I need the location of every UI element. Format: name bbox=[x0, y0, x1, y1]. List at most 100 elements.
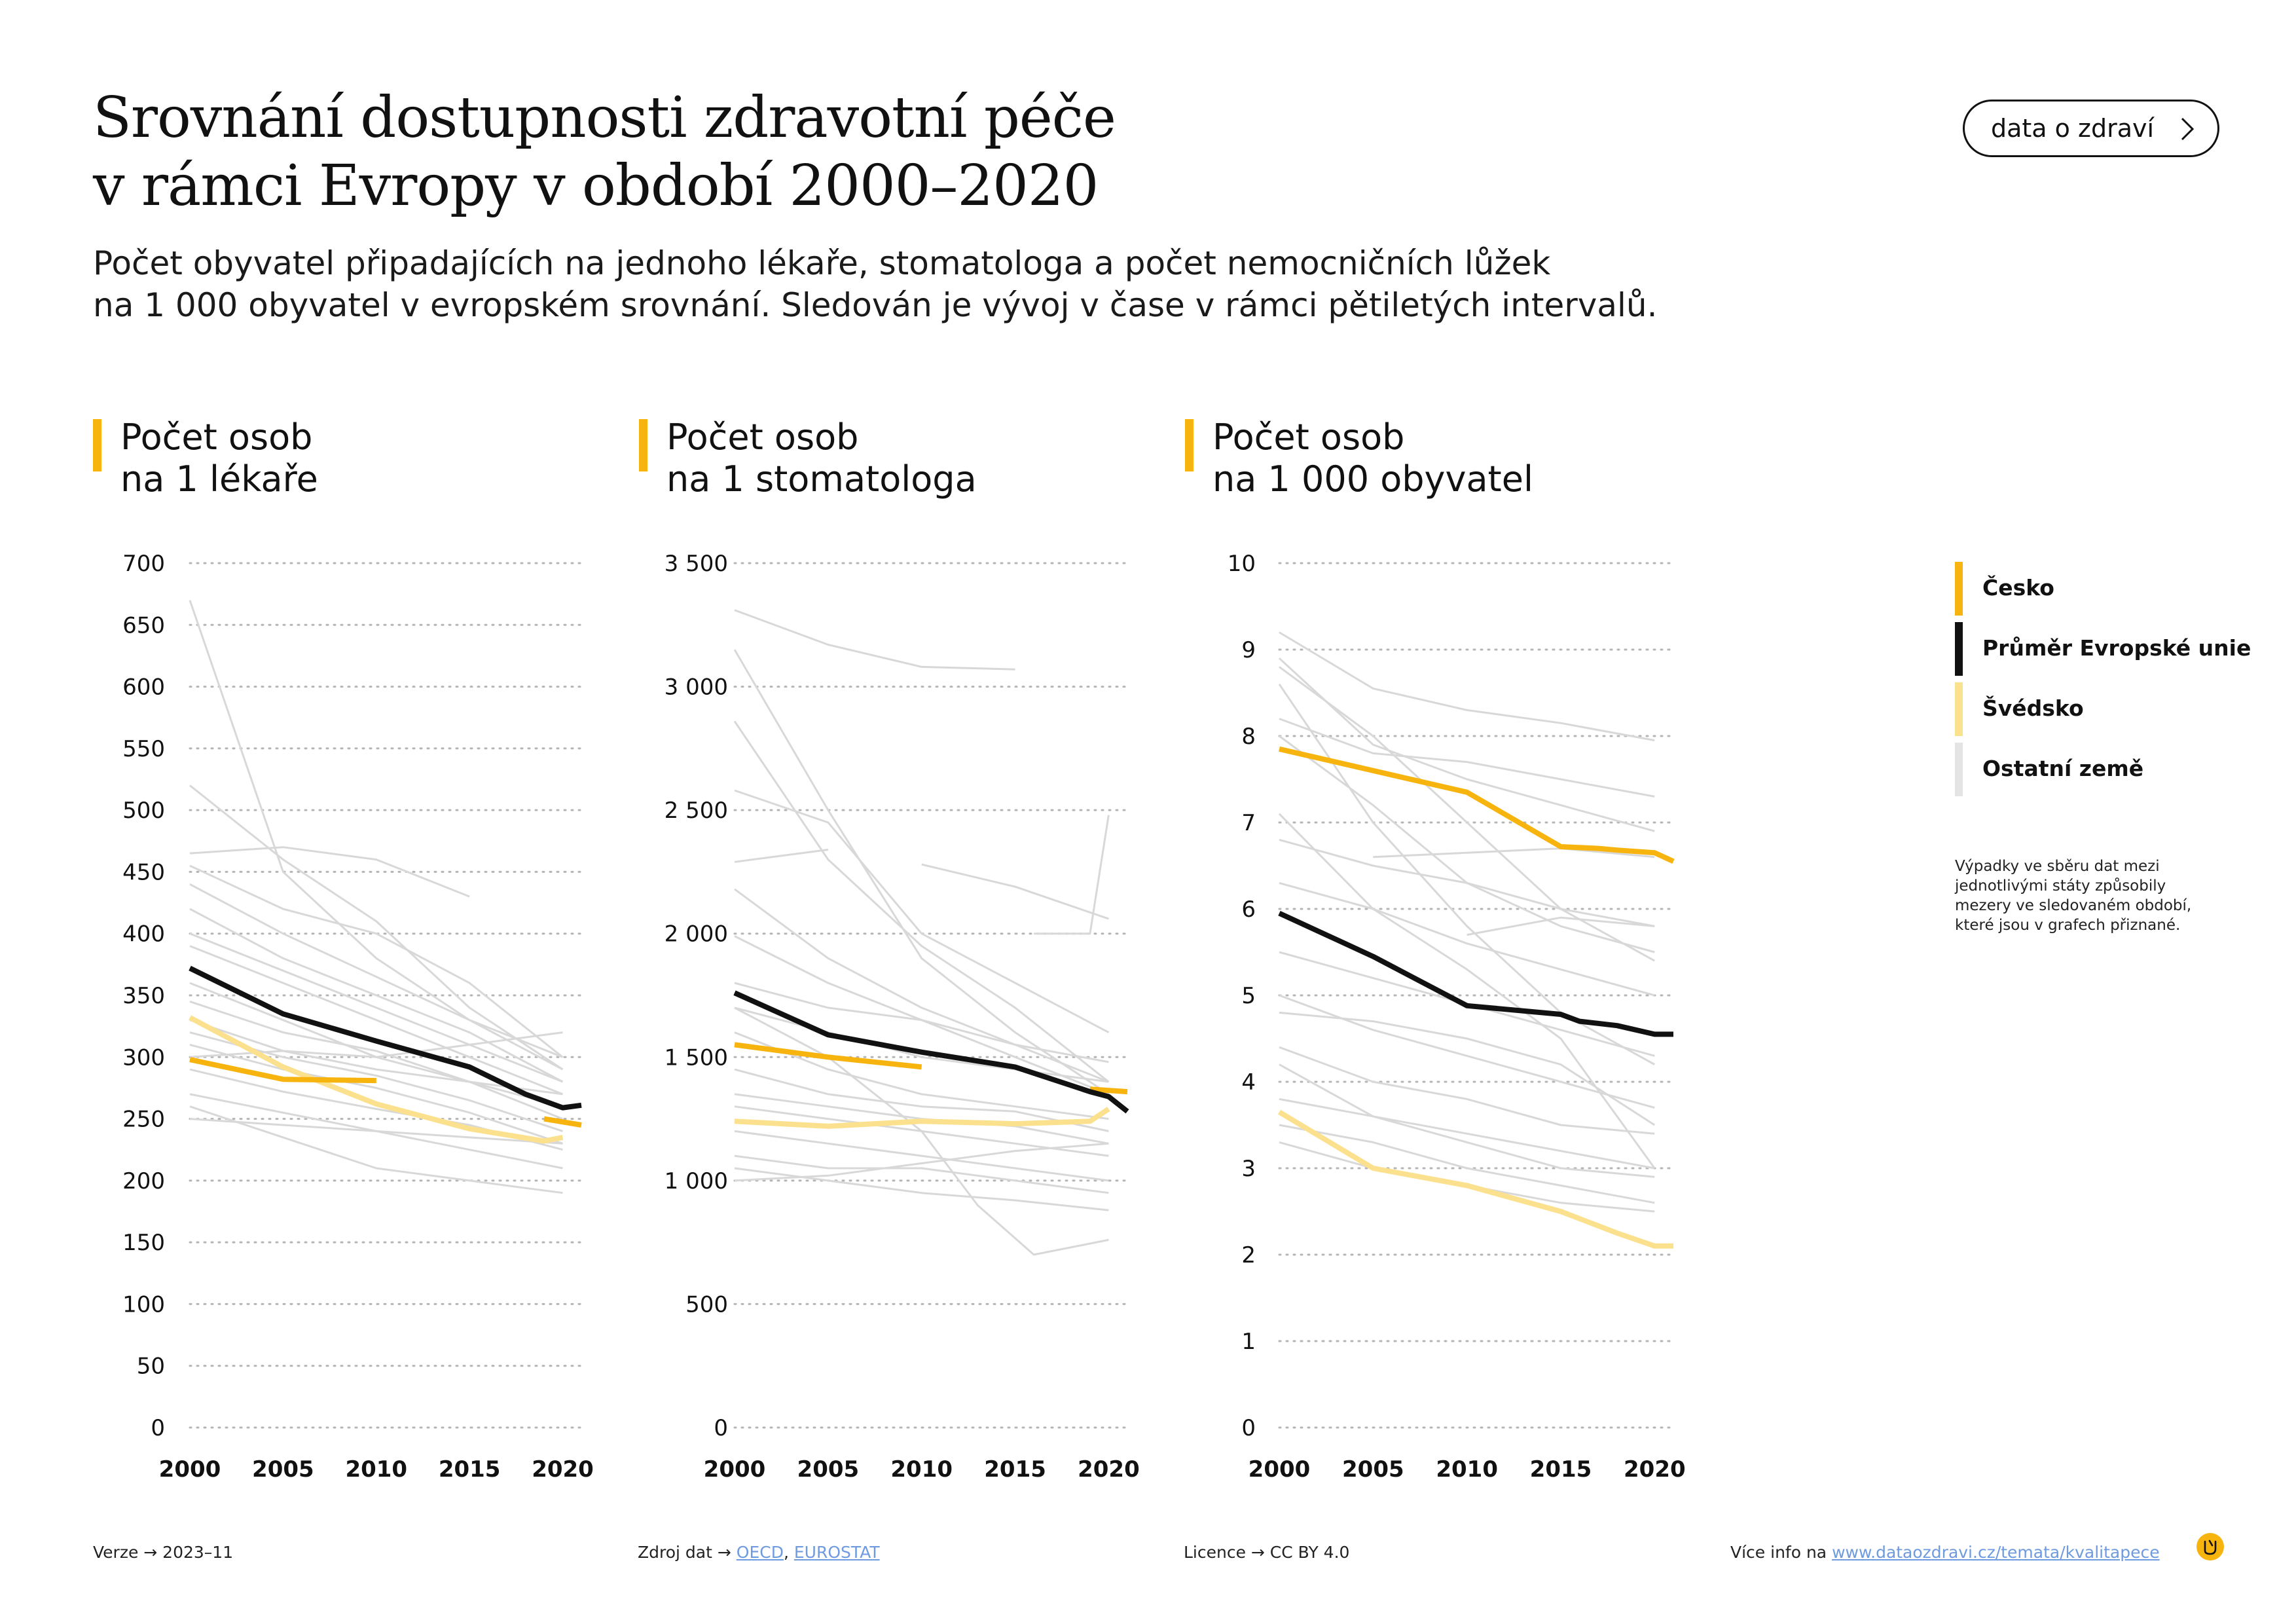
chart-2-other-country-line bbox=[734, 609, 1015, 671]
chart-3-other-country-line bbox=[1279, 1124, 1655, 1204]
chart-3-other-country-line bbox=[1279, 666, 1656, 962]
footer-more-link[interactable]: www.dataozdravi.cz/temata/kvalitapece bbox=[1832, 1543, 2160, 1562]
chart-1-ytick-label: 400 bbox=[122, 921, 165, 948]
chart-2-ytick-label: 1 000 bbox=[665, 1168, 728, 1194]
chart-2-xtick-label: 2020 bbox=[1078, 1456, 1140, 1483]
chart-3-svedsko-line bbox=[1277, 1109, 1673, 1249]
chart-1-ytick-label: 50 bbox=[137, 1354, 165, 1380]
chart-2-xtick-label: 2005 bbox=[797, 1456, 860, 1483]
chart-2-ytick-label: 2 500 bbox=[665, 798, 728, 824]
legend-swatch-svedsko bbox=[1955, 682, 1963, 736]
chart-1-other-country-line bbox=[189, 908, 564, 1083]
subtitle-line-2: na 1 000 obyvatel v evropském srovnání. … bbox=[93, 286, 1658, 324]
chart-3-other-country-line bbox=[1278, 683, 1656, 1065]
legend-swatch-eu bbox=[1955, 622, 1963, 676]
chart-2-other-country-line bbox=[734, 935, 1109, 1096]
chart-2-ytick-label: 0 bbox=[714, 1415, 728, 1441]
chart-1-title-line-2: na 1 lékaře bbox=[120, 458, 318, 500]
chart-1-heading-accent bbox=[93, 419, 101, 471]
chart-2-ytick-label: 3 000 bbox=[665, 674, 728, 701]
chart-1-cesko-line bbox=[543, 1116, 582, 1128]
chart-1-ytick-label: 500 bbox=[122, 798, 165, 824]
chart-3-title-line-2: na 1 000 obyvatel bbox=[1212, 458, 1533, 500]
chart-1-heading: Počet osob na 1 lékaře bbox=[93, 416, 318, 500]
chart-3-xtick-label: 2000 bbox=[1248, 1456, 1311, 1483]
chart-2-other-country-line bbox=[734, 1167, 1109, 1211]
chart-1-ytick-label: 250 bbox=[122, 1107, 165, 1133]
chart-2-other-country-line bbox=[733, 649, 1110, 1096]
chart-1-other-country-line bbox=[189, 864, 564, 1058]
chart-1-ytick-label: 650 bbox=[122, 612, 165, 638]
chart-3-other-country-line bbox=[1279, 1046, 1655, 1135]
chart-2-title-line-2: na 1 stomatologa bbox=[666, 458, 977, 500]
chart-3-other-country-line bbox=[1279, 1098, 1655, 1170]
footer-source-sep: , bbox=[783, 1543, 789, 1562]
chart-2-heading: Počet osob na 1 stomatologa bbox=[639, 416, 977, 500]
chart-3-other-country-line bbox=[1279, 718, 1655, 798]
chart-3-heading: Počet osob na 1 000 obyvatel bbox=[1185, 416, 1533, 500]
chart-2-other-country-line bbox=[734, 982, 1109, 1063]
chart-3-ytick-label: 0 bbox=[1241, 1415, 1256, 1441]
chart-3-other-country-line bbox=[1279, 1063, 1655, 1178]
page-title: Srovnání dostupnosti zdravotní péče v rá… bbox=[93, 84, 1116, 220]
chart-1-ytick-label: 300 bbox=[122, 1044, 165, 1071]
data-o-zdravi-button[interactable]: data o zdraví bbox=[1963, 100, 2219, 157]
chart-2-ytick-label: 2 000 bbox=[665, 921, 728, 948]
chart-1-xtick-label: 2020 bbox=[532, 1456, 594, 1483]
legend-label-svedsko: Švédsko bbox=[1982, 695, 2084, 721]
chart-2-ytick-label: 1 500 bbox=[665, 1044, 728, 1071]
chart-3-ytick-label: 2 bbox=[1241, 1242, 1256, 1268]
chart-1-ytick-label: 200 bbox=[122, 1168, 165, 1194]
chart-1-xtick-label: 2015 bbox=[439, 1456, 501, 1483]
chart-1-other-country-line bbox=[189, 784, 564, 1071]
footer-source-oecd-link[interactable]: OECD bbox=[736, 1543, 784, 1562]
chart-1-svedsko-line bbox=[189, 1015, 564, 1144]
chart-1-other-country-line bbox=[189, 1105, 563, 1194]
chart-1-xtick-label: 2000 bbox=[159, 1456, 221, 1483]
chart-1-ytick-label: 350 bbox=[122, 983, 165, 1009]
chart-3-other-country-line bbox=[1467, 916, 1655, 936]
page-subtitle: Počet obyvatel připadajících na jednoho … bbox=[93, 242, 1657, 326]
chart-2-xtick-label: 2015 bbox=[984, 1456, 1046, 1483]
chart-2-heading-accent bbox=[639, 419, 647, 471]
subtitle-line-1: Počet obyvatel připadajících na jednoho … bbox=[93, 244, 1551, 282]
chart-2-cesko-line bbox=[1089, 1086, 1128, 1095]
legend-label-other: Ostatní země bbox=[1982, 756, 2144, 781]
chart-1-eu-line bbox=[189, 965, 582, 1111]
chart-1-ytick-label: 0 bbox=[151, 1415, 165, 1441]
chart-3-ytick-label: 7 bbox=[1241, 810, 1256, 836]
chart-2: 0 500 1 000 1 500 2 000 2 500 3 000 3 500 2000 20… bbox=[665, 551, 1140, 1483]
chart-1-other-country-line bbox=[189, 600, 564, 1058]
chart-1-other-country-line bbox=[189, 1043, 563, 1145]
chart-2-ytick-label: 3 500 bbox=[665, 551, 728, 577]
footer-source-eurostat-link[interactable]: EUROSTAT bbox=[793, 1543, 880, 1562]
chart-3-title-line-1: Počet osob bbox=[1212, 416, 1405, 458]
legend-note-line-3: mezery ve sledovaném období, bbox=[1955, 897, 2192, 914]
chart-3-xtick-label: 2020 bbox=[1624, 1456, 1686, 1483]
chart-1-other-country-line bbox=[189, 883, 564, 1071]
brand-button-label: data o zdraví bbox=[1991, 114, 2155, 143]
chart-2-other-country-line bbox=[1034, 815, 1110, 935]
chart-1-other-country-line bbox=[189, 1118, 563, 1145]
footer-version: Verze → 2023–11 bbox=[93, 1543, 234, 1562]
chart-2-title-line-1: Počet osob bbox=[666, 416, 859, 458]
chart-3-ytick-label: 8 bbox=[1241, 724, 1256, 750]
chart-3-ytick-label: 6 bbox=[1241, 896, 1256, 923]
chart-2-cesko-line bbox=[734, 1042, 922, 1070]
chart-3-other-country-line bbox=[1278, 657, 1655, 832]
chart-3-other-country-line bbox=[1279, 631, 1655, 742]
footer-license: Licence → CC BY 4.0 bbox=[1184, 1543, 1350, 1562]
chevron-right-icon bbox=[2181, 117, 2195, 141]
chart-2-other-country-line bbox=[734, 1031, 1109, 1120]
chart-2-eu-line bbox=[733, 990, 1129, 1114]
chart-2-other-country-line bbox=[734, 1006, 1109, 1256]
chart-1-title-line-1: Počet osob bbox=[120, 416, 313, 458]
chart-3-cesko-line bbox=[1279, 746, 1675, 864]
chart-1-ytick-label: 150 bbox=[122, 1230, 165, 1256]
chart-2-other-country-line bbox=[921, 863, 1109, 920]
chart-3-other-country-line bbox=[1279, 838, 1655, 927]
chart-1: 0 50 100 150 200 250 300 350 400 450 500 550 600 650 7… bbox=[122, 551, 594, 1483]
chart-1-ytick-label: 550 bbox=[122, 736, 165, 762]
chart-2-ytick-label: 500 bbox=[685, 1291, 728, 1318]
